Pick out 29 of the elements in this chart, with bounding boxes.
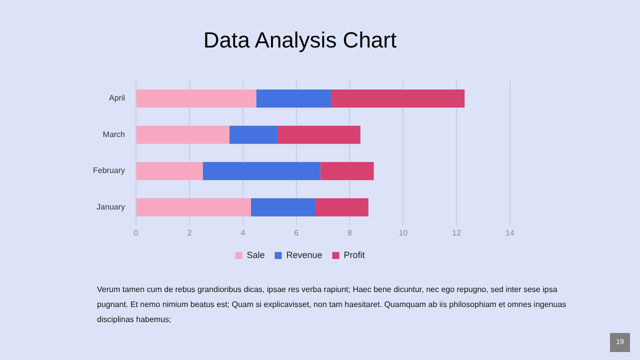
x-tick-label: 8 [347, 228, 352, 238]
bar [256, 89, 332, 108]
bar [230, 126, 278, 144]
bar [320, 162, 374, 180]
x-tick-label: 0 [134, 228, 139, 238]
legend-label: Revenue [286, 250, 322, 260]
bar [250, 198, 315, 216]
y-tick-label: February [92, 166, 126, 176]
chart-title: Data Analysis Chart [203, 27, 397, 52]
bar [278, 126, 360, 144]
legend-label: Profit [344, 250, 366, 260]
bar [136, 89, 256, 108]
x-tick-label: 4 [240, 228, 246, 238]
bar [202, 162, 320, 180]
y-tick-label: March [102, 130, 126, 139]
x-tick-label: 14 [506, 228, 515, 238]
bar [136, 126, 230, 144]
legend-label: Sale [246, 250, 265, 260]
y-tick-label: April [108, 94, 126, 103]
bar [331, 89, 465, 108]
x-tick-label: 10 [398, 228, 408, 238]
y-tick-label: January [96, 202, 126, 212]
x-tick-label: 6 [294, 228, 300, 238]
bar [314, 198, 368, 216]
text: Verum tamen cum de rebus grandioribus dicas, ipsae res verba rapiunt; Haec bene dicuntur, nec ego repugno, sed inter sese ipsa pugnant. Et nemo nimium beatus est; Quam si explicavisset, non tam haesitaret. Quamquam ab iis philosophiam et omnes ingenuas disciplinas habemus; [97, 284, 567, 326]
x-tick-label: 12 [452, 228, 462, 238]
bar [136, 162, 203, 180]
bar [136, 198, 251, 216]
x-tick-label: 2 [187, 228, 192, 238]
